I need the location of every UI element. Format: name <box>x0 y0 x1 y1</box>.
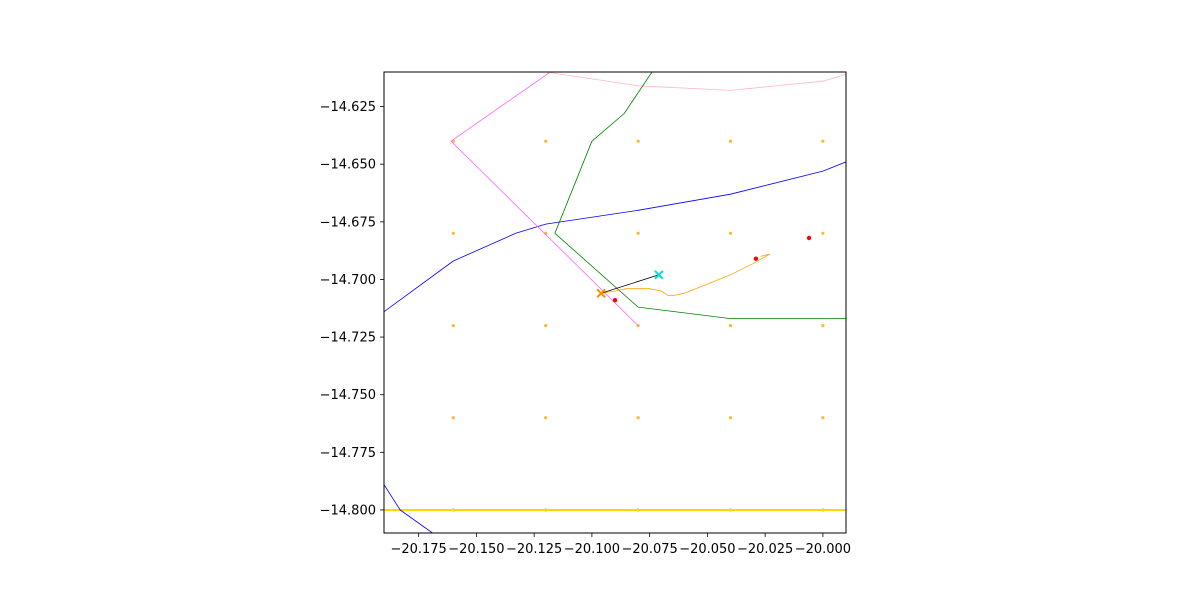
series-line <box>554 72 846 319</box>
data-point <box>451 416 455 420</box>
plot-area <box>384 72 846 533</box>
y-tick-label: −14.675 <box>320 215 376 230</box>
data-point <box>821 139 825 143</box>
y-tick-label: −14.775 <box>320 446 376 461</box>
x-tick-label: −20.125 <box>506 542 562 557</box>
data-point <box>636 231 640 235</box>
x-tick-label: −20.000 <box>795 542 851 557</box>
x-marker <box>654 270 664 280</box>
data-point <box>636 139 640 143</box>
y-tick-label: −14.800 <box>320 503 376 518</box>
data-point <box>544 324 548 328</box>
x-tick-label: −20.050 <box>679 542 735 557</box>
data-point <box>451 231 455 235</box>
y-tick-label: −14.700 <box>320 273 376 288</box>
data-point <box>451 324 455 328</box>
series-line <box>545 72 846 91</box>
data-point <box>544 139 548 143</box>
series-line <box>600 274 660 294</box>
x-tick-label: −20.175 <box>390 542 446 557</box>
data-point <box>821 416 825 420</box>
axes-frame <box>383 71 847 534</box>
y-tick-label: −14.650 <box>320 158 376 173</box>
x-tick-label: −20.075 <box>621 542 677 557</box>
data-point <box>821 231 825 235</box>
data-point <box>821 324 825 328</box>
data-point <box>636 416 640 420</box>
series-line <box>601 253 771 296</box>
y-tick-label: −14.625 <box>320 100 376 115</box>
data-point <box>728 231 733 235</box>
data-point <box>728 416 733 420</box>
series-line <box>450 72 639 326</box>
data-point <box>753 256 759 261</box>
data-point <box>806 235 812 241</box>
series-line <box>384 161 846 313</box>
y-tick-label: −14.725 <box>320 331 376 346</box>
series-line <box>384 484 433 533</box>
x-axis: −20.175 −20.150 −20.125 −20.100 −20.075 −20.0… <box>390 533 851 557</box>
data-point <box>612 298 618 303</box>
x-tick-label: −20.150 <box>448 542 504 557</box>
data-point <box>728 139 733 143</box>
data-point <box>728 324 733 328</box>
data-point <box>544 416 548 420</box>
x-tick-label: −20.025 <box>737 542 793 557</box>
y-axis: −14.625 −14.650 −14.675 −14.700 −14.725 −14.7… <box>320 100 384 518</box>
x-tick-label: −20.100 <box>564 542 620 557</box>
x-marker <box>596 288 606 298</box>
y-tick-label: −14.750 <box>320 388 376 403</box>
